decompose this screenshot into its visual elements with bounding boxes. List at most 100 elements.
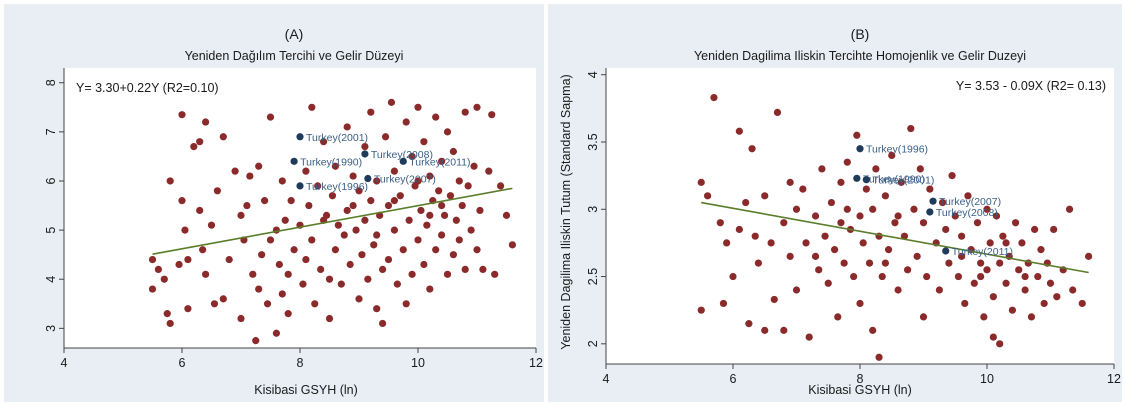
highlight-point-b (929, 197, 937, 205)
data-point-b (989, 293, 997, 301)
x-axis-label-b: Kisibasi GSYH (ln) (808, 383, 912, 397)
data-point-b (961, 299, 969, 308)
data-point-a (166, 319, 174, 328)
data-point-a (488, 111, 496, 119)
data-point-a (467, 226, 475, 234)
data-point-a (432, 246, 440, 254)
data-point-a (325, 275, 334, 283)
data-point-a (438, 201, 446, 210)
data-point-b (748, 145, 756, 153)
data-point-a (213, 187, 221, 195)
data-point-b (837, 219, 845, 227)
data-point-b (983, 205, 991, 213)
data-point-a (455, 177, 463, 185)
data-point-b (859, 239, 867, 247)
data-point-b (843, 158, 851, 166)
data-point-b (945, 259, 953, 267)
data-point-b (811, 252, 820, 260)
data-point-a (443, 270, 452, 278)
data-point-a (278, 290, 286, 298)
data-point-b (1031, 225, 1039, 234)
data-point-b (970, 279, 978, 287)
data-point-b (824, 279, 832, 287)
data-point-b (888, 151, 896, 160)
data-point-a (308, 236, 316, 244)
data-point-b (999, 232, 1007, 240)
data-point-b (919, 219, 928, 227)
highlight-point-a (290, 157, 298, 165)
data-point-a (387, 98, 396, 106)
data-point-b (1002, 279, 1010, 287)
data-point-b (1040, 299, 1048, 308)
y-tick-label-b: 3 (586, 206, 600, 213)
data-point-a (275, 260, 283, 269)
data-point-a (181, 226, 189, 234)
x-tick-label-a: 4 (61, 356, 68, 370)
data-point-b (761, 326, 769, 334)
equation-b: Y= 3.53 - 0.09X (R2= 0.13) (956, 79, 1106, 93)
data-point-a (379, 265, 387, 274)
data-point-b (904, 266, 912, 274)
x-tick-label-b: 10 (980, 372, 994, 386)
data-point-a (479, 265, 487, 274)
data-point-a (272, 329, 280, 337)
data-point-a (446, 192, 455, 200)
data-point-b (1002, 239, 1010, 247)
data-point-a (302, 255, 310, 264)
data-point-a (237, 314, 245, 323)
fit-line-b (701, 201, 1089, 274)
data-point-b (850, 272, 858, 281)
data-point-a (405, 216, 413, 224)
x-tick-label-a: 8 (297, 356, 304, 370)
data-point-a (299, 280, 307, 288)
highlight-point-b (856, 145, 864, 153)
data-point-b (1018, 239, 1026, 247)
data-point-a (255, 162, 263, 170)
data-point-b (751, 232, 759, 240)
data-point-b (729, 272, 737, 281)
data-point-b (897, 178, 905, 186)
data-point-a (408, 152, 416, 161)
data-point-b (865, 259, 874, 267)
data-point-b (881, 192, 889, 200)
data-point-a (473, 103, 481, 111)
data-point-b (926, 185, 934, 193)
chart-title-b: Yeniden Dagilima Iliskin Tercihte Homoje… (694, 49, 1026, 63)
data-point-b (834, 313, 842, 321)
data-point-a (508, 241, 516, 249)
data-point-a (414, 177, 422, 185)
data-point-b (1050, 225, 1058, 234)
data-point-a (281, 216, 289, 224)
data-point-a (464, 182, 472, 190)
data-point-b (862, 185, 870, 193)
data-point-b (856, 212, 864, 220)
y-axis-label-b: Yeniden Dagilima Iliskin Tutum (Standard… (559, 74, 573, 349)
data-point-b (792, 205, 801, 213)
data-point-b (1034, 272, 1042, 281)
data-point-b (786, 252, 794, 260)
data-point-b (881, 259, 889, 267)
equation-a: Y= 3.30+0.22Y (R2=0.10) (76, 81, 219, 95)
data-point-b (1069, 286, 1077, 294)
data-point-b (831, 246, 839, 254)
data-point-b (942, 225, 950, 234)
highlight-label-b: Turkey(2001) (872, 175, 934, 187)
data-point-a (443, 128, 452, 136)
x-tick-label-a: 10 (411, 356, 425, 370)
data-point-b (1015, 266, 1023, 274)
data-point-b (894, 286, 902, 294)
data-point-a (225, 255, 233, 264)
data-point-b (745, 320, 753, 328)
data-point-a (314, 182, 322, 190)
data-point-b (840, 259, 848, 267)
data-point-a (346, 260, 354, 269)
data-point-b (891, 219, 899, 227)
data-point-a (249, 270, 257, 278)
data-point-a (367, 108, 375, 116)
data-point-b (973, 219, 982, 227)
data-point-b (697, 178, 705, 186)
data-point-a (420, 260, 428, 269)
data-point-a (148, 255, 157, 264)
data-point-b (935, 286, 943, 294)
highlight-point-b (853, 174, 861, 182)
